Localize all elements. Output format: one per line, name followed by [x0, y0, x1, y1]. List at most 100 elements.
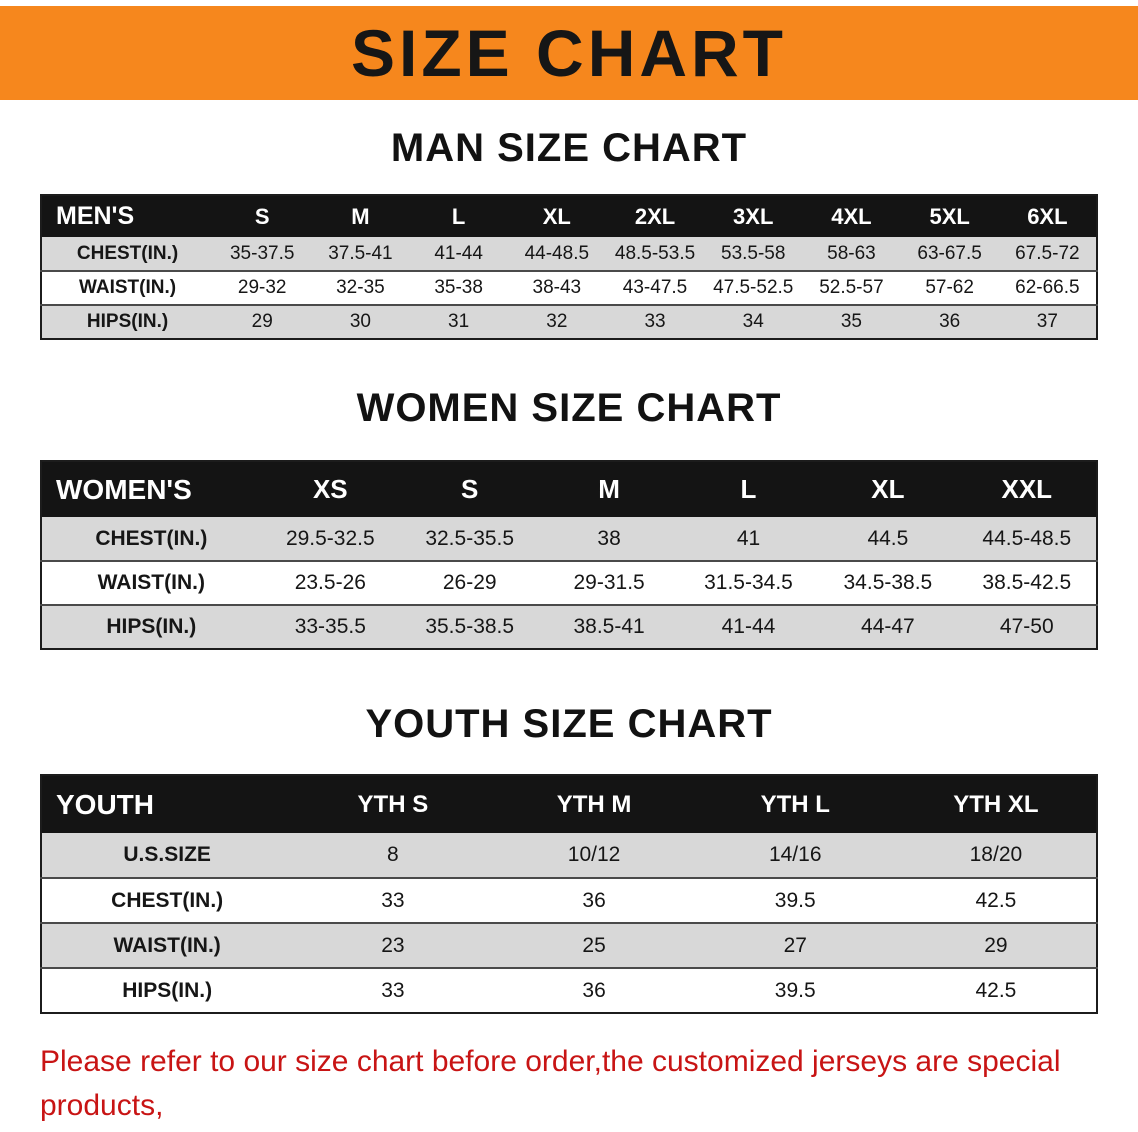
- measurement-value: 44.5: [867, 526, 909, 550]
- measurement-row: WAIST(IN.) 23.5-26 26-29 29-31.5 31.5-34.5 34…: [41, 561, 1097, 605]
- disclaimer-line-1: Please refer to our size chart before or…: [40, 1045, 1061, 1122]
- page-title: SIZE CHART: [351, 16, 787, 90]
- measurement-value: 33: [381, 978, 405, 1002]
- men-section-heading: MAN SIZE CHART: [390, 126, 748, 170]
- measurement-value: 44.5-48.5: [982, 526, 1072, 550]
- size-column-header: 3XL: [733, 203, 774, 229]
- measurement-value: 23.5-26: [294, 571, 366, 594]
- banner: SIZE CHART: [0, 6, 1138, 100]
- measurement-row: CHEST(IN.) 33 36 39.5 42.5: [41, 878, 1097, 923]
- measurement-value: 29.5-32.5: [285, 526, 375, 550]
- measurement-row: U.S.SIZE 8 10/12 14/16 18/20: [41, 833, 1097, 878]
- measurement-value: 52.5-57: [819, 277, 884, 298]
- size-column-header: XL: [871, 474, 905, 504]
- size-column-header: M: [351, 203, 370, 229]
- measurement-value: 41-44: [434, 242, 483, 264]
- measurement-row: WAIST(IN.) 29-32 32-35 35-38 38-43 43-47.5 47.…: [41, 271, 1097, 305]
- table-group-label: WOMEN'S: [56, 473, 192, 505]
- youth-size-table: YOUTH YTH S YTH M YTH L YTH XL U.S.SIZE 8 10/12…: [40, 774, 1098, 1014]
- size-column-header: 2XL: [634, 203, 676, 229]
- measurement-label: CHEST(IN.): [95, 526, 208, 550]
- measurement-row: WAIST(IN.) 23 25 27 29: [41, 923, 1097, 968]
- size-column-header: M: [598, 474, 620, 504]
- measurement-value: 44-47: [861, 615, 915, 638]
- size-column-header: L: [451, 203, 466, 229]
- measurement-value: 10/12: [567, 843, 621, 866]
- measurement-value: 37.5-41: [328, 242, 393, 264]
- measurement-value: 42.5: [975, 978, 1017, 1002]
- size-column-header: S: [461, 474, 479, 504]
- measurement-value: 67.5-72: [1015, 242, 1080, 264]
- size-column-header: 6XL: [1027, 203, 1068, 229]
- size-column-header: 4XL: [831, 203, 872, 229]
- measurement-value: 32-35: [336, 277, 385, 298]
- measurement-value: 35.5-38.5: [425, 615, 515, 638]
- size-column-header: XL: [542, 203, 571, 229]
- measurement-value: 58-63: [827, 242, 876, 264]
- measurement-value: 36: [582, 978, 606, 1002]
- women-section-heading: WOMEN SIZE CHART: [356, 386, 782, 430]
- measurement-value: 30: [349, 311, 371, 332]
- size-column-header: YTH L: [760, 790, 830, 818]
- measurement-value: 18/20: [969, 843, 1023, 866]
- measurement-value: 38.5-42.5: [982, 571, 1072, 594]
- measurement-value: 41: [736, 526, 761, 550]
- size-column-header: YTH S: [357, 790, 429, 818]
- measurement-value: 33: [381, 888, 405, 912]
- measurement-value: 32: [546, 311, 568, 332]
- size-column-header: L: [740, 474, 757, 504]
- size-column-header: YTH M: [556, 790, 632, 818]
- measurement-row: CHEST(IN.) 35-37.5 37.5-41 41-44 44-48.5 48.5…: [41, 237, 1097, 271]
- measurement-value: 31.5-34.5: [704, 571, 793, 594]
- measurement-value: 62-66.5: [1015, 277, 1080, 298]
- measurement-row: HIPS(IN.) 33 36 39.5 42.5: [41, 968, 1097, 1013]
- measurement-value: 31: [448, 311, 470, 332]
- measurement-value: 35-37.5: [229, 242, 295, 264]
- measurement-row: HIPS(IN.) 33-35.5 35.5-38.5 38.5-41 41-44 44-…: [41, 605, 1097, 649]
- table-group-label: MEN'S: [56, 202, 135, 230]
- measurement-value: 39.5: [774, 978, 816, 1002]
- table-header-row: MEN'S S M L XL 2XL 3XL 4XL 5XL 6XL: [41, 195, 1097, 237]
- measurement-value: 36: [939, 311, 961, 332]
- measurement-value: 48.5-53.5: [614, 242, 696, 264]
- men-size-table: MEN'S S M L XL 2XL 3XL 4XL 5XL 6XL CHEST(IN.) 35-37…: [40, 194, 1098, 340]
- measurement-value: 35: [840, 311, 862, 332]
- youth-size-section: YOUTH SIZE CHART YOUTH YTH S YTH M YTH L YTH…: [0, 702, 1138, 1014]
- measurement-value: 29-31.5: [573, 571, 645, 594]
- measurement-value: 38-43: [532, 277, 582, 298]
- disclaimer: Please refer to our size chart before or…: [40, 1040, 1100, 1132]
- table-header-row: WOMEN'S XS S M L XL XXL: [41, 461, 1097, 517]
- measurement-value: 33-35.5: [294, 615, 366, 638]
- measurement-value: 43-47.5: [622, 277, 688, 298]
- measurement-label: HIPS(IN.): [122, 978, 213, 1002]
- measurement-value: 47-50: [999, 615, 1054, 638]
- measurement-value: 38.5-41: [573, 615, 645, 638]
- women-size-section: WOMEN SIZE CHART WOMEN'S XS S M L XL XXL CHEST(…: [0, 386, 1138, 650]
- measurement-value: 39.5: [774, 888, 816, 912]
- measurement-value: 35-38: [434, 277, 483, 298]
- disclaimer-line-2: we don't accept cancel, change, teturn o…: [40, 1127, 1100, 1132]
- measurement-value: 27: [783, 933, 807, 957]
- measurement-value: 34.5-38.5: [843, 571, 933, 594]
- women-size-table: WOMEN'S XS S M L XL XXL CHEST(IN.) 29.5-32.5 32.5…: [40, 460, 1098, 650]
- measurement-value: 25: [582, 933, 606, 957]
- measurement-value: 42.5: [975, 888, 1017, 912]
- size-column-header: XS: [312, 474, 348, 504]
- measurement-value: 34: [742, 311, 764, 332]
- measurement-value: 29: [984, 933, 1008, 957]
- measurement-value: 36: [582, 888, 606, 912]
- measurement-value: 37: [1036, 311, 1058, 332]
- table-group-label: YOUTH: [56, 788, 154, 820]
- measurement-label: HIPS(IN.): [106, 615, 197, 638]
- measurement-value: 29-32: [237, 277, 287, 298]
- measurement-label: U.S.SIZE: [123, 843, 211, 866]
- measurement-value: 38: [597, 526, 621, 550]
- measurement-value: 63-67.5: [917, 242, 982, 264]
- size-column-header: 5XL: [929, 203, 970, 229]
- size-column-header: XXL: [1001, 474, 1053, 504]
- measurement-value: 29: [251, 311, 273, 332]
- measurement-value: 14/16: [768, 843, 822, 866]
- measurement-label: WAIST(IN.): [79, 277, 177, 298]
- men-size-section: MAN SIZE CHART MEN'S S M L XL 2XL 3XL 4XL 5XL 6XL…: [0, 126, 1138, 340]
- measurement-value: 41-44: [721, 615, 776, 638]
